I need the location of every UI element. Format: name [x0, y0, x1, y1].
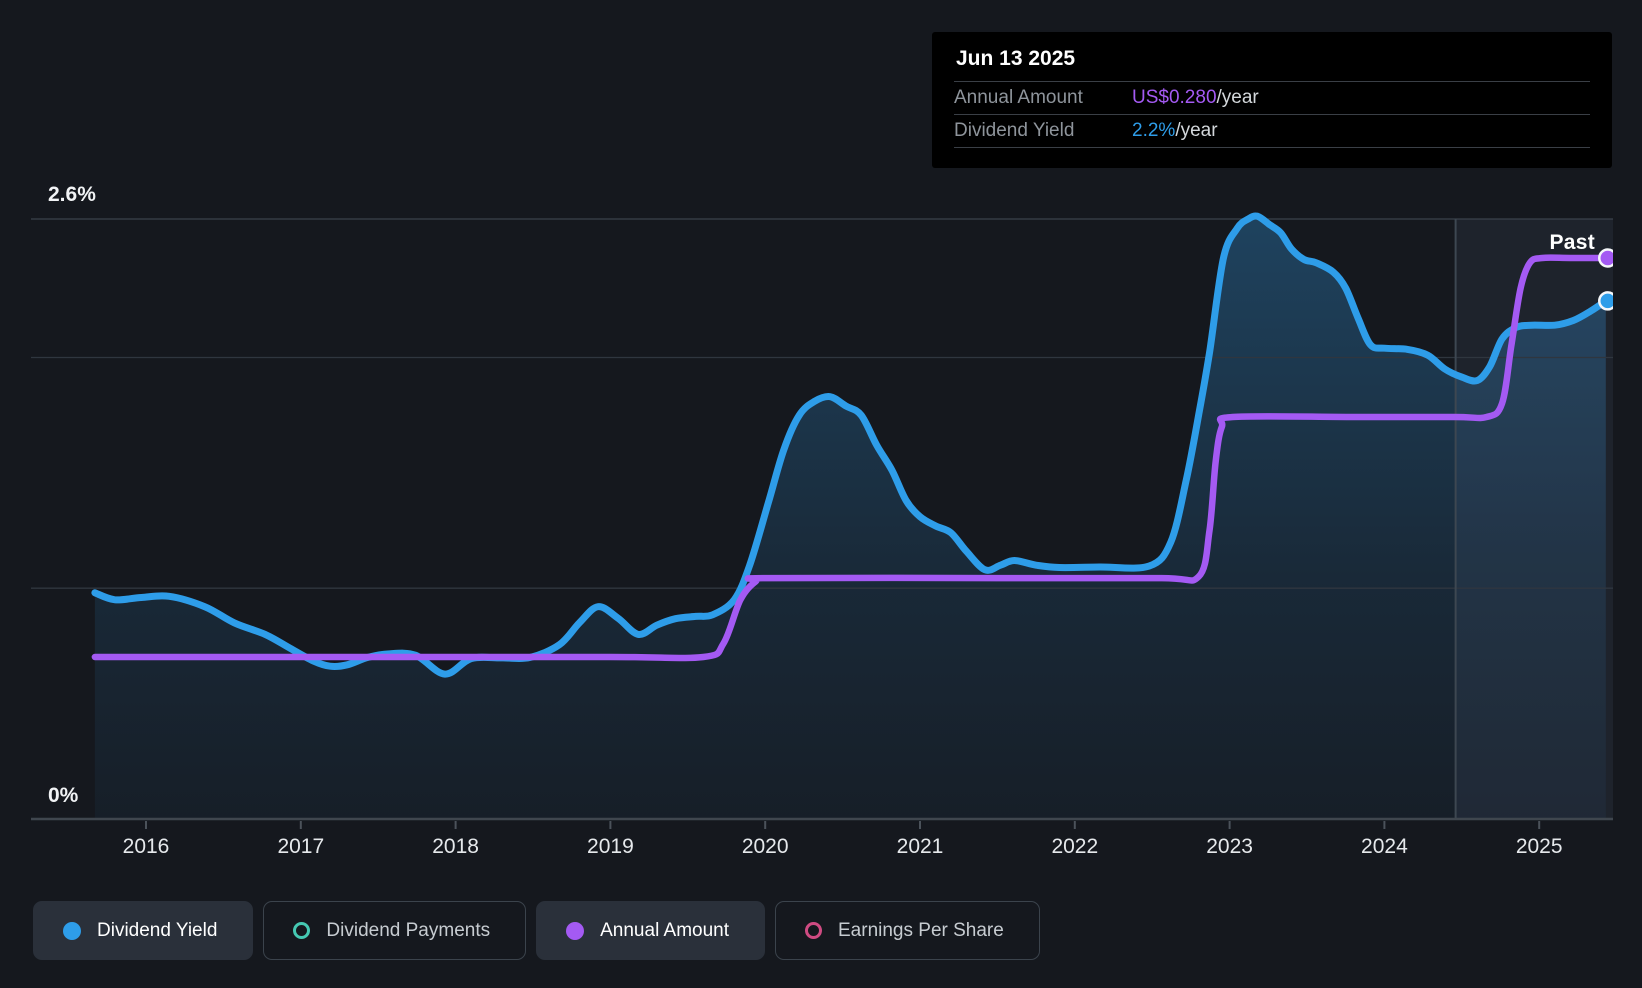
legend-label: Earnings Per Share [838, 919, 1004, 941]
tooltip-value: 2.2% [1132, 120, 1176, 141]
x-tick-label-2021: 2021 [896, 835, 944, 858]
x-axis: 2016 2017 2018 2019 2020 2021 2022 2023 2024 2025 [0, 835, 1642, 865]
chart-legend: Dividend Yield Dividend Payments Annual Am… [33, 901, 1040, 960]
tooltip-row-annual-amount: Annual Amount US$0.280 /year [954, 82, 1590, 115]
tooltip-value-suffix: /year [1216, 87, 1259, 108]
x-tick-label-2020: 2020 [741, 835, 789, 858]
legend-label: Dividend Payments [326, 919, 491, 941]
tooltip-row-dividend-yield: Dividend Yield 2.2% /year [954, 115, 1590, 148]
past-region-label: Past [1549, 231, 1595, 254]
y-axis-bottom-label: 0% [48, 784, 79, 807]
series-dot-icon [63, 921, 81, 940]
x-tick-label-2025: 2025 [1515, 835, 1563, 858]
legend-label: Dividend Yield [97, 919, 218, 941]
dividend-yield-area [94, 215, 1606, 820]
x-tick-label-2018: 2018 [432, 835, 479, 858]
tooltip-date: Jun 13 2025 [954, 32, 1590, 82]
past-region-overlay [1455, 219, 1613, 819]
legend-toggle-dividend-yield[interactable]: Dividend Yield [33, 901, 254, 960]
x-tick-label-2019: 2019 [587, 835, 634, 858]
y-axis-top-label: 2.6% [48, 183, 96, 206]
dividend-yield-line [91, 212, 1610, 678]
x-tick-label-2024: 2024 [1361, 835, 1408, 858]
tooltip-value-suffix: /year [1175, 120, 1218, 141]
series-ring-icon [293, 922, 311, 939]
legend-label: Annual Amount [600, 919, 729, 941]
chart-tooltip: Jun 13 2025 Annual Amount US$0.280 /year… [932, 32, 1612, 168]
legend-toggle-earnings-per-share[interactable]: Earnings Per Share [775, 901, 1040, 960]
x-tick-label-2022: 2022 [1051, 835, 1099, 858]
annual-amount-end-marker [1598, 248, 1613, 268]
tooltip-value: US$0.280 [1132, 87, 1217, 108]
legend-toggle-annual-amount[interactable]: Annual Amount [536, 901, 765, 960]
legend-toggle-dividend-payments[interactable]: Dividend Payments [263, 901, 527, 960]
dividend-yield-end-marker [1598, 291, 1613, 311]
x-tick-label-2016: 2016 [122, 835, 170, 858]
annual-amount-line [91, 254, 1610, 662]
series-dot-icon [566, 921, 585, 940]
tooltip-label: Dividend Yield [954, 120, 1075, 141]
series-ring-icon [805, 922, 822, 939]
x-tick-label-2023: 2023 [1206, 835, 1253, 858]
x-tick-label-2017: 2017 [277, 835, 325, 858]
tooltip-label: Annual Amount [954, 87, 1083, 108]
